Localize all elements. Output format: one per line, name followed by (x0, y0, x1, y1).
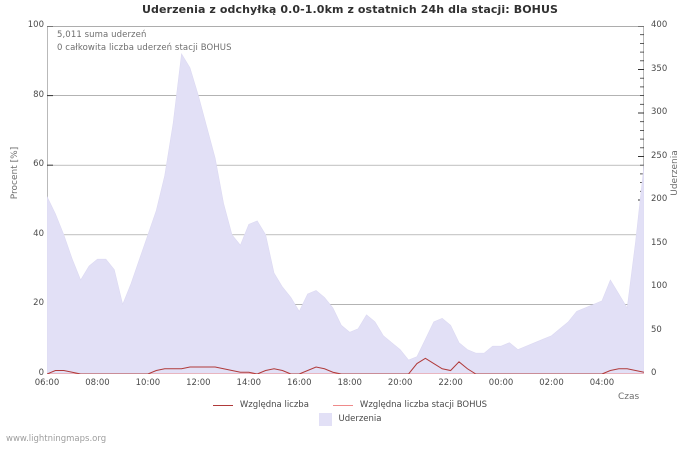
y-axis-right-tick-label: 100 (651, 281, 668, 291)
y-axis-left-tick-label: 80 (33, 89, 44, 100)
watermark: www.lightningmaps.org (6, 434, 107, 444)
annotation-station-strikes: 0 całkowita liczba uderzeń stacji BOHUS (57, 43, 232, 53)
y-axis-right-tick-label: 150 (651, 237, 668, 248)
gridlines (47, 26, 644, 305)
annotation-total-strikes: 5,011 suma uderzeń (57, 30, 147, 40)
legend: Względna liczba Względna liczba stacji B… (0, 398, 700, 426)
x-axis-tick-label: 00:00 (488, 378, 514, 388)
y-axis-right-tick-label: 50 (651, 324, 662, 335)
legend-row-1: Względna liczba Względna liczba stacji B… (0, 398, 700, 412)
y-axis-left: 0 20 40 60 80 100 (0, 0, 44, 450)
legend-item-strikes[interactable]: Uderzenia (318, 412, 382, 426)
y-axis-left-title: Procent [%] (10, 146, 20, 200)
y-axis-right-tick-label: 200 (651, 194, 668, 204)
x-axis-tick-label: 18:00 (337, 378, 362, 388)
chart-title: Uderzenia z odchyłką 0.0-1.0km z ostatni… (141, 3, 559, 16)
y-axis-right-tick-label: 400 (651, 20, 668, 30)
x-axis-tick-label: 12:00 (186, 378, 211, 388)
y-axis-right-tick-label: 0 (651, 368, 657, 378)
x-axis-tick-label: 04:00 (589, 378, 615, 388)
y-axis-right-title: Uderzenia (670, 150, 680, 196)
legend-label: Względna liczba (239, 400, 309, 410)
x-axis-tick-label: 06:00 (34, 378, 60, 388)
line-swatch-icon (332, 404, 353, 406)
legend-item-relative-station[interactable]: Względna liczba stacji BOHUS (332, 400, 488, 410)
y-axis-left-tick-label: 100 (27, 20, 44, 30)
y-axis-left-tick-label: 60 (33, 159, 44, 170)
x-axis-tick-label: 20:00 (387, 378, 413, 388)
y-axis-right: 0 50 100 150 200 250 300 350 400 (651, 0, 695, 450)
y-axis-left-tick-label: 20 (33, 298, 44, 309)
strikes-area-series (47, 52, 644, 374)
x-axis-tick-label: 10:00 (135, 378, 161, 388)
area-swatch-icon (318, 412, 332, 426)
y-axis-left-tick-label: 0 (38, 368, 44, 378)
legend-label: Względna liczba stacji BOHUS (359, 400, 488, 410)
line-swatch-icon (212, 404, 233, 406)
y-axis-right-tick-label: 300 (651, 107, 668, 117)
x-axis-tick-label: 16:00 (287, 378, 312, 388)
x-axis-tick-label: 02:00 (539, 378, 564, 388)
y-axis-right-tick-label: 250 (651, 150, 668, 161)
y-axis-right-tick-label: 350 (651, 63, 668, 74)
plot-area (47, 26, 644, 374)
x-axis-tick-label: 22:00 (438, 378, 463, 388)
legend-row-2: Uderzenia (0, 412, 700, 426)
legend-label: Uderzenia (338, 414, 382, 424)
x-axis-tick-label: 08:00 (85, 378, 110, 388)
legend-item-relative-count[interactable]: Względna liczba (212, 400, 309, 410)
y-axis-left-tick-label: 40 (33, 228, 44, 239)
x-axis-title: Czas (618, 392, 640, 402)
x-axis-tick-label: 14:00 (236, 378, 262, 388)
